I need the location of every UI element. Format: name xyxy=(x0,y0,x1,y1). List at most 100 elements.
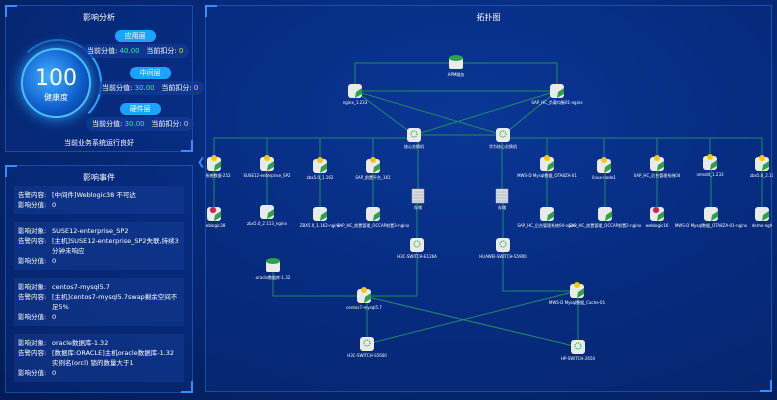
node-label: 华为核心交换机 xyxy=(489,143,517,149)
topology-node-b3[interactable]: ZBX5.0_1.162-nginx xyxy=(300,207,341,228)
topology-node-a9[interactable]: zbx5.0_2.11 xyxy=(750,155,773,178)
topology-node-cen[interactable]: centos7-mysql5.7 xyxy=(346,287,382,310)
deduct-value: 0 xyxy=(183,120,189,128)
event-item[interactable]: 影响对象: centos7-mysql5.7 告警内容: [主机]centos7-my… xyxy=(14,278,184,326)
topology-node-a5[interactable]: MWS-D Mysql数据_OTA8ZA-01 xyxy=(517,155,577,178)
topology-graph[interactable]: APM服务 nginx_1.233 SAP_HC_负载均衡01-nginx 核心交换机… xyxy=(206,6,773,393)
event-field: 影响对象: centos7-mysql5.7 xyxy=(18,282,180,292)
layer-middleware: 中间层 当前分值: 30.00 当前扣分: 0 xyxy=(96,67,205,95)
event-field: 告警内容: [主机]SUSE12-enterprise_SP2失联,持续3分钟未响… xyxy=(18,236,180,256)
topology-link xyxy=(502,245,577,292)
topology-node-b1[interactable]: weblogic38 xyxy=(206,206,226,228)
topology-link xyxy=(710,162,712,214)
switch-glyph xyxy=(410,130,418,138)
server-glyph xyxy=(657,161,664,171)
server-glyph xyxy=(604,163,611,173)
deduct-value: 0 xyxy=(178,47,184,55)
event-list[interactable]: 告警内容: [中间件]Weblogic38 不可达 影响分值: 0 影响对象: SUSE1… xyxy=(14,186,184,390)
system-status: 当前业务系统运行良好 xyxy=(64,139,134,147)
node-label: weblogic16 xyxy=(646,223,669,228)
topology-node-b4[interactable]: SAP_HC_前置管理_OCCAP前置3-nginx xyxy=(337,207,410,228)
server-glyph xyxy=(762,161,769,171)
node-label: H3C-SWITCH-S5600 xyxy=(347,353,387,358)
topology-node-a1[interactable]: 操作系统数据-252 xyxy=(206,155,231,178)
event-field: 影响对象: SUSE12-enterprise_SP2 xyxy=(18,226,180,236)
topology-node-a8[interactable]: nmsdd_1.233 xyxy=(696,154,724,177)
event-item[interactable]: 影响对象: SUSE12-enterprise_SP2 告警内容: [主机]SUSE1… xyxy=(14,222,184,270)
topology-node-b9[interactable]: demo-ngh xyxy=(752,207,773,228)
server-glyph xyxy=(657,211,664,221)
server-glyph xyxy=(557,88,564,98)
node-label: 存储 xyxy=(498,204,506,210)
layer-name: 硬件层 xyxy=(119,103,161,115)
field-value: 0 xyxy=(52,313,57,321)
node-label: demo-ngh xyxy=(752,223,773,228)
topology-node-a7[interactable]: SAP_HC_后台管理系统04 xyxy=(634,155,681,178)
server-glyph xyxy=(320,163,327,173)
topology-node-b6[interactable]: SAP_HC_前置管理_OCCAP前置2-nginx xyxy=(569,207,642,228)
warning-icon xyxy=(601,157,607,163)
warning-icon xyxy=(544,155,550,161)
node-label: oracle数据库-1.32 xyxy=(256,274,291,280)
topology-node-b2[interactable]: zbx5.0_2.113_nginx xyxy=(247,205,288,226)
server-glyph xyxy=(214,211,221,221)
switch-glyph xyxy=(413,240,421,248)
panel-title: 影响事件 xyxy=(83,173,115,182)
topology-node-ora[interactable]: oracle数据库-1.32 xyxy=(256,258,291,280)
event-field: 影响分值: 0 xyxy=(18,200,180,210)
warning-icon xyxy=(707,154,713,160)
field-value: 0 xyxy=(52,201,57,209)
panel-title: 影响分析 xyxy=(83,13,115,22)
health-globe: 100 健康度 xyxy=(21,48,91,118)
health-label: 健康度 xyxy=(44,93,68,102)
topology-node-sapng[interactable]: SAP_HC_负载均衡01-nginx xyxy=(531,84,583,105)
field-value: [中间件]Weblogic38 不可达 xyxy=(52,191,136,199)
server-glyph xyxy=(355,88,362,98)
topology-node-sw1[interactable]: 核心交换机 xyxy=(404,128,424,149)
layer-hardware: 硬件层 当前分值: 30.00 当前扣分: 0 xyxy=(86,103,195,131)
topology-node-hp[interactable]: HP-SWITCH-2650 xyxy=(561,340,596,361)
topology-node-apm[interactable]: APM服务 xyxy=(448,55,465,77)
impact-analysis-panel: 影响分析 100 健康度 应用层 当前分值: 40.00 当前扣分: 0 中间层… xyxy=(5,5,205,152)
field-label: 影响分值: xyxy=(18,369,47,377)
topology-node-a6[interactable]: linux-node1 xyxy=(592,157,616,180)
topology-node-h3c2[interactable]: H3C-SWITCH-S5600 xyxy=(347,337,387,358)
switch-glyph xyxy=(499,130,507,138)
event-item[interactable]: 影响对象: oracle数据库-1.32 告警内容: [数据库:ORACLE]主机or… xyxy=(14,334,184,382)
event-item[interactable]: 告警内容: [中间件]Weblogic38 不可达 影响分值: 0 xyxy=(14,186,184,214)
node-label: SAP_前置平台_161 xyxy=(355,174,391,180)
field-label: 影响分值: xyxy=(18,313,47,321)
topology-node-st2[interactable]: 存储 xyxy=(495,188,509,210)
topology-node-b5[interactable]: SAP_HC_后台管理系统04-nginx xyxy=(517,207,577,228)
topology-node-cache[interactable]: MWS-D Mysql数据_Cache-01 xyxy=(549,282,606,305)
server-glyph xyxy=(373,163,380,173)
topology-node-a2[interactable]: SUSE12-enterprise_SP2 xyxy=(243,155,291,178)
topology-node-a3[interactable]: zbx5.0_1.162 xyxy=(307,157,334,180)
topology-node-ng233[interactable]: nginx_1.233 xyxy=(343,84,368,105)
warning-icon xyxy=(361,287,367,293)
deduct-label: 当前扣分: xyxy=(151,120,182,128)
topology-node-b7[interactable]: weblogic16 xyxy=(646,206,669,228)
topology-node-st1[interactable]: 存储 xyxy=(411,188,425,210)
warning-icon xyxy=(759,155,765,161)
topology-link xyxy=(416,195,418,245)
topology-node-sw2[interactable]: 华为核心交换机 xyxy=(489,128,517,149)
field-value: [主机]centos7-mysql5.7swap剩余空间不足5% xyxy=(52,293,178,311)
topology-node-a4[interactable]: SAP_前置平台_161 xyxy=(355,157,391,180)
field-value: centos7-mysql5.7 xyxy=(52,283,110,291)
topology-node-b8[interactable]: MWS-D Mysql数据_OTA8ZA-01-nginx xyxy=(675,207,748,228)
switch-glyph xyxy=(574,342,582,350)
node-label: 核心交换机 xyxy=(404,143,424,149)
layer-app: 应用层 当前分值: 40.00 当前扣分: 0 xyxy=(81,30,190,58)
critical-icon xyxy=(652,206,660,214)
node-label: nmsdd_1.233 xyxy=(696,172,724,177)
collapse-panel-icon[interactable]: ❮ xyxy=(197,157,206,168)
topology-link xyxy=(502,90,558,136)
field-label: 影响对象: xyxy=(18,283,47,291)
node-label: 存储 xyxy=(414,204,422,210)
topology-node-hw[interactable]: HUAWEI-SWITCH-S5900 xyxy=(479,238,527,259)
topology-link xyxy=(364,245,418,297)
health-score: 100 xyxy=(35,66,77,91)
topology-node-h3c1[interactable]: H3C-SWITCH-E126A xyxy=(397,238,437,259)
server-glyph xyxy=(710,160,717,170)
